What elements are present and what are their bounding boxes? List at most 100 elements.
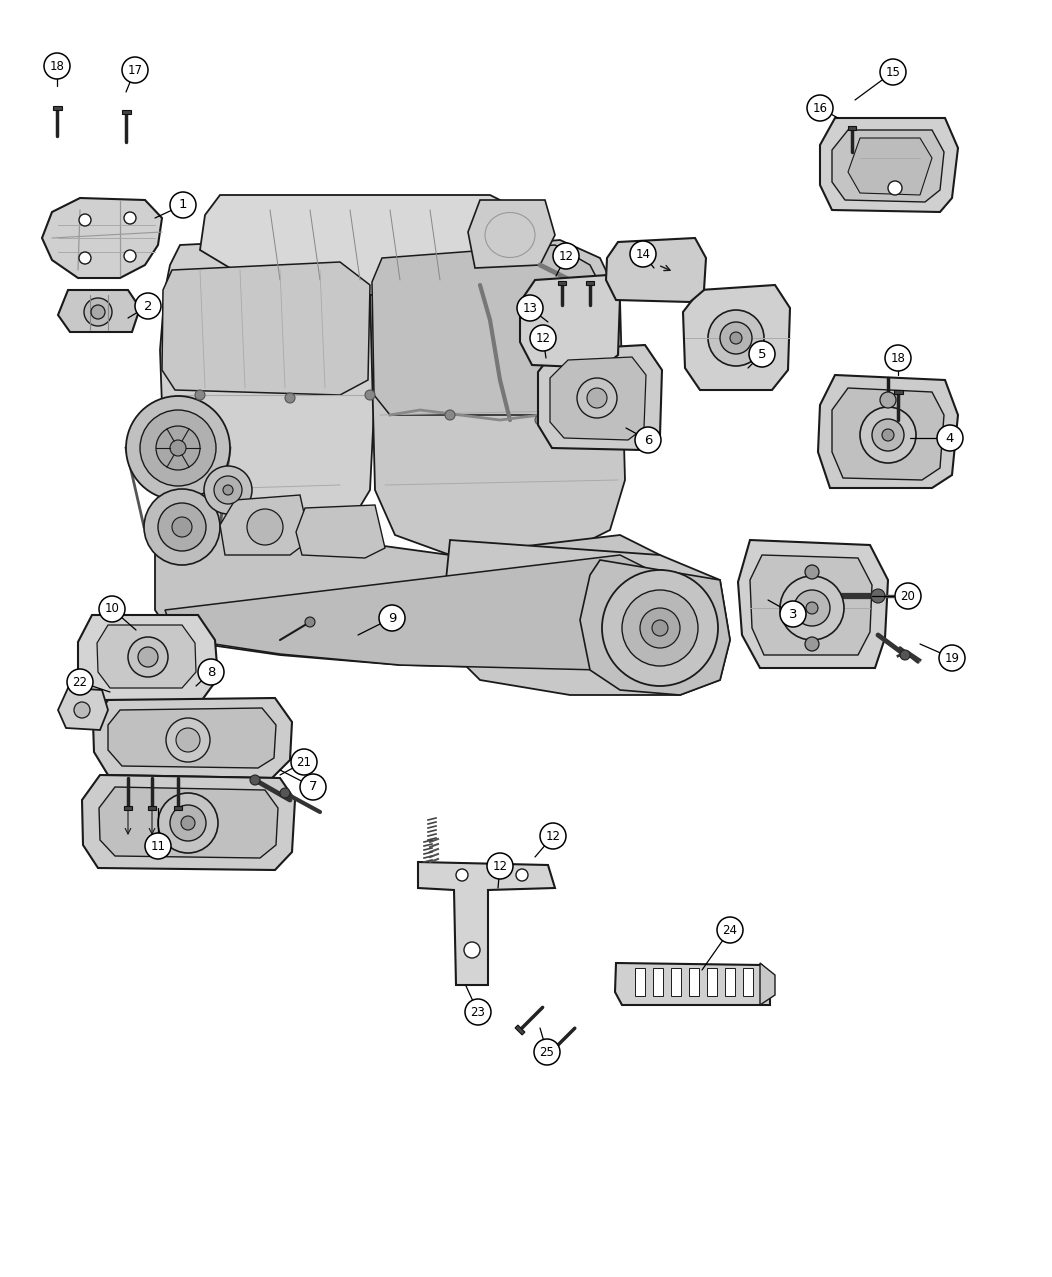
Circle shape <box>305 617 315 627</box>
Polygon shape <box>558 281 566 285</box>
Polygon shape <box>750 555 872 655</box>
Polygon shape <box>580 561 730 695</box>
Text: 20: 20 <box>901 590 915 603</box>
Circle shape <box>881 59 906 86</box>
Circle shape <box>602 570 719 686</box>
Circle shape <box>156 427 200 470</box>
Circle shape <box>166 718 210 762</box>
Polygon shape <box>683 285 790 389</box>
Polygon shape <box>468 200 555 268</box>
Circle shape <box>280 788 290 798</box>
Circle shape <box>204 466 252 515</box>
Polygon shape <box>832 388 944 480</box>
Circle shape <box>176 728 200 752</box>
Polygon shape <box>760 963 775 1005</box>
Text: 3: 3 <box>789 608 797 621</box>
Circle shape <box>937 425 963 451</box>
Text: 12: 12 <box>546 830 561 843</box>
Circle shape <box>630 241 656 267</box>
Text: 13: 13 <box>523 301 538 314</box>
Text: 15: 15 <box>886 65 901 78</box>
Text: 10: 10 <box>104 603 120 616</box>
Polygon shape <box>538 345 662 450</box>
Text: 21: 21 <box>297 756 311 769</box>
Polygon shape <box>108 707 276 767</box>
Circle shape <box>67 669 93 695</box>
Polygon shape <box>550 1043 560 1052</box>
Polygon shape <box>848 138 932 195</box>
Circle shape <box>939 645 965 670</box>
Circle shape <box>553 243 579 269</box>
Polygon shape <box>42 198 162 278</box>
Circle shape <box>170 192 196 218</box>
Circle shape <box>92 305 105 319</box>
Circle shape <box>145 833 171 859</box>
Polygon shape <box>586 281 594 285</box>
Circle shape <box>456 870 468 881</box>
Circle shape <box>749 341 775 366</box>
Polygon shape <box>121 110 130 114</box>
Circle shape <box>223 485 232 495</box>
Text: 16: 16 <box>812 101 828 115</box>
Polygon shape <box>296 504 385 558</box>
Polygon shape <box>58 290 140 332</box>
Circle shape <box>171 517 193 538</box>
Circle shape <box>379 605 405 631</box>
Bar <box>725 968 735 996</box>
Circle shape <box>144 489 220 564</box>
Bar <box>653 968 663 996</box>
Circle shape <box>807 94 833 121</box>
Circle shape <box>901 650 910 660</box>
Circle shape <box>872 419 904 451</box>
Circle shape <box>805 637 820 651</box>
Polygon shape <box>893 391 903 393</box>
Polygon shape <box>82 775 295 870</box>
Circle shape <box>517 295 543 321</box>
Circle shape <box>79 252 92 264</box>
Text: 22: 22 <box>73 676 87 688</box>
Polygon shape <box>97 624 196 688</box>
Circle shape <box>195 389 205 400</box>
Circle shape <box>464 942 480 958</box>
Circle shape <box>622 590 697 667</box>
Polygon shape <box>148 806 156 810</box>
Circle shape <box>780 601 806 627</box>
Circle shape <box>595 411 605 421</box>
Circle shape <box>587 388 607 407</box>
Circle shape <box>888 181 902 195</box>
Text: 8: 8 <box>207 665 216 678</box>
Polygon shape <box>848 126 856 129</box>
Polygon shape <box>418 862 555 985</box>
Circle shape <box>540 822 566 849</box>
Circle shape <box>124 250 136 262</box>
Circle shape <box>214 476 242 504</box>
Circle shape <box>250 775 260 785</box>
Circle shape <box>635 427 661 453</box>
Circle shape <box>487 853 513 879</box>
Circle shape <box>515 870 528 881</box>
Circle shape <box>138 647 158 667</box>
Circle shape <box>885 345 911 372</box>
Polygon shape <box>520 275 620 368</box>
Circle shape <box>198 659 224 684</box>
Text: 25: 25 <box>540 1046 554 1059</box>
Circle shape <box>652 621 668 636</box>
Polygon shape <box>739 540 888 668</box>
Text: 23: 23 <box>470 1005 485 1019</box>
Circle shape <box>859 407 916 464</box>
Circle shape <box>247 510 283 545</box>
Text: 1: 1 <box>179 198 187 212</box>
Circle shape <box>181 816 195 830</box>
Polygon shape <box>53 106 61 110</box>
Circle shape <box>79 215 92 226</box>
Circle shape <box>871 589 885 603</box>
Circle shape <box>135 292 161 319</box>
Circle shape <box>717 917 743 942</box>
Circle shape <box>465 999 491 1025</box>
Text: 18: 18 <box>49 60 64 73</box>
Polygon shape <box>515 1025 525 1034</box>
Circle shape <box>126 396 230 501</box>
Polygon shape <box>445 540 730 695</box>
Circle shape <box>805 564 820 578</box>
Polygon shape <box>155 490 680 670</box>
